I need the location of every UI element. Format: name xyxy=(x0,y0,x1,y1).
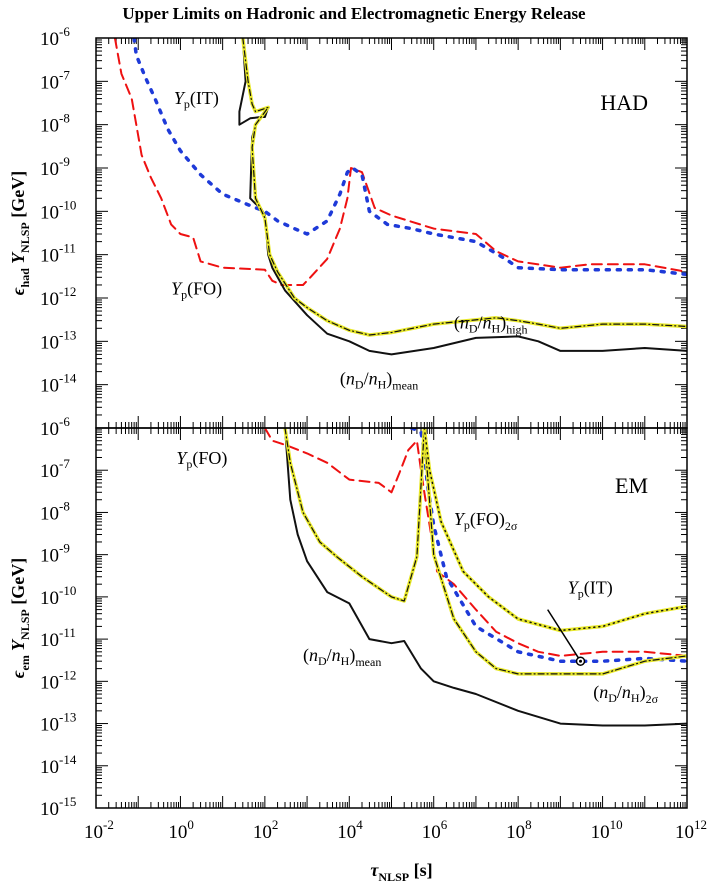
y-tick-label: 10-13 xyxy=(40,710,76,736)
y-tick-label: 10-11 xyxy=(40,241,76,267)
series-line-1-3 xyxy=(283,428,687,676)
y-tick-label: 10-9 xyxy=(40,541,70,567)
series-annotation: Yp(FO)2σ xyxy=(454,509,518,533)
had-panel-plot xyxy=(113,38,687,356)
em-panel-plot xyxy=(263,428,687,727)
series-line-0-1 xyxy=(132,38,687,277)
series-annotation: Yp(FO) xyxy=(176,448,227,471)
series-annotation: (nD/nH)mean xyxy=(340,369,418,393)
series-line-1-2 xyxy=(284,428,687,727)
x-tick-label: 1010 xyxy=(591,817,623,843)
series-annotation: Yp(IT) xyxy=(568,578,613,601)
y-tick-label: 10-6 xyxy=(40,24,70,50)
em-panel-frame xyxy=(95,427,688,809)
x-tick-label: 102 xyxy=(253,817,279,843)
series-line-1-4 xyxy=(284,428,687,675)
point-marker-dot xyxy=(578,659,582,663)
series-annotation: (nD/nH)mean xyxy=(303,645,381,669)
x-tick-label: 106 xyxy=(422,817,448,843)
series-annotation: (nD/nH)high xyxy=(454,312,528,336)
annotation-pointer xyxy=(547,609,582,662)
y-tick-label: 10-7 xyxy=(40,67,70,93)
panel-tag: EM xyxy=(615,473,648,498)
y-tick-label: 10-8 xyxy=(40,111,70,137)
x-axis-title: τNLSP [s] xyxy=(370,860,432,884)
x-tick-label: 1012 xyxy=(675,817,707,843)
series-line-0-0 xyxy=(113,38,687,286)
y-tick-label: 10-7 xyxy=(40,456,70,482)
y-axis-title: ϵhad YNLSP [GeV] xyxy=(8,171,32,295)
series-annotation: Yp(FO) xyxy=(171,279,222,302)
y-tick-label: 10-14 xyxy=(40,752,77,778)
label-layer: 10-14 10-13 10-12 10-11 10-10 10-9 10-8 10-7 10-… xyxy=(8,24,707,884)
y-tick-label: 10-12 xyxy=(40,284,76,310)
y-tick-label: 10-14 xyxy=(40,371,77,397)
series-line-0-4 xyxy=(242,38,687,336)
series-annotation: (nD/nH)2σ xyxy=(593,682,658,706)
series-annotation: Yp(IT) xyxy=(174,88,219,111)
x-tick-label: 104 xyxy=(337,817,363,843)
y-tick-label: 10-9 xyxy=(40,154,70,180)
y-tick-label: 10-6 xyxy=(40,414,70,440)
y-tick-label: 10-8 xyxy=(40,498,70,524)
x-tick-label: 108 xyxy=(506,817,531,843)
x-tick-label: 10-2 xyxy=(84,817,114,843)
x-tick-label: 100 xyxy=(168,817,194,843)
y-tick-label: 10-13 xyxy=(40,327,76,353)
y-tick-label: 10-10 xyxy=(40,197,76,223)
y-tick-label: 10-11 xyxy=(40,625,76,651)
y-tick-label: 10-15 xyxy=(40,794,76,820)
chart-title: Upper Limits on Hadronic and Electromagn… xyxy=(122,4,586,23)
panel-tag: HAD xyxy=(600,90,648,115)
series-line-0-3 xyxy=(241,38,687,337)
series-line-1-6 xyxy=(423,428,687,632)
y-tick-label: 10-10 xyxy=(40,583,76,609)
y-axis-title: ϵem YNLSP [GeV] xyxy=(8,558,32,678)
y-tick-label: 10-12 xyxy=(40,667,76,693)
